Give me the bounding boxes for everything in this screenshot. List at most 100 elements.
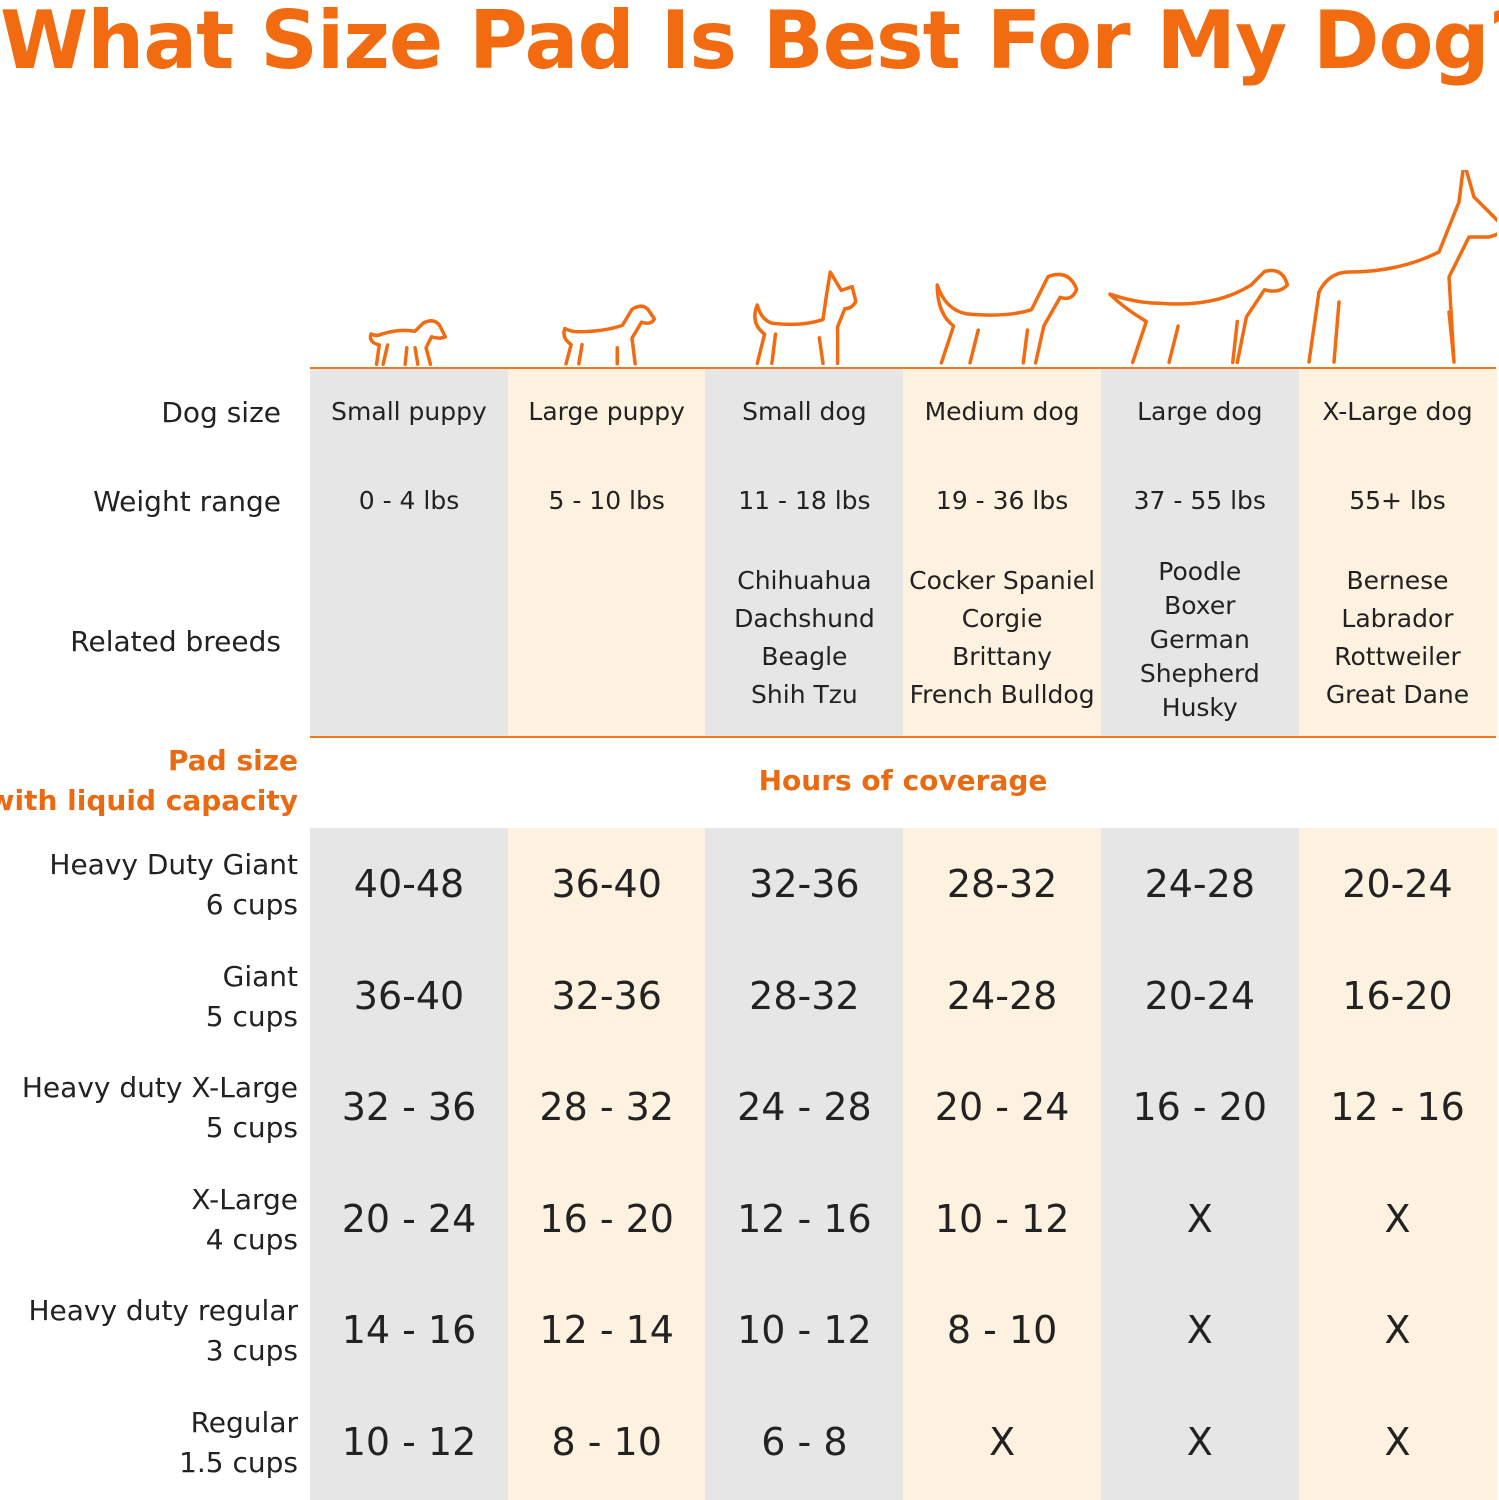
large-dog-icon: [1101, 170, 1299, 370]
coverage-hours-cell: 24 - 28: [737, 1085, 872, 1129]
large-puppy-icon: [561, 304, 656, 366]
large-dog-icon: [1107, 268, 1289, 365]
coverage-hours-cell: 32-36: [749, 862, 860, 906]
breed-item: Beagle: [761, 642, 848, 671]
pad-name: Heavy duty X-Large: [21, 1071, 298, 1104]
weight-cell: 37 - 55 lbs: [1133, 486, 1266, 515]
weight-cell: 55+ lbs: [1349, 486, 1446, 515]
breed-item: Labrador: [1341, 604, 1454, 633]
coverage-hours-cell: 10 - 12: [341, 1419, 477, 1464]
weight-cell: 0 - 4 lbs: [358, 486, 460, 515]
breed-item: Husky: [1161, 693, 1238, 722]
small-puppy-icon: [310, 170, 508, 370]
coverage-hours-cell: 28 - 32: [539, 1085, 674, 1129]
coverage-hours-cell: 8 - 10: [946, 1308, 1058, 1352]
coverage-hours-cell: X: [1384, 1308, 1411, 1352]
coverage-hours-cell: X: [1186, 1419, 1213, 1464]
xlarge-dog-icon: [1299, 160, 1499, 370]
pad-name: Giant: [222, 959, 298, 993]
column-background: [1100, 369, 1299, 736]
weight-cell: 11 - 18 lbs: [738, 486, 871, 515]
coverage-hours-cell: 12 - 14: [539, 1308, 674, 1352]
divider-top: [310, 367, 1496, 369]
breed-item: Corgie: [961, 604, 1043, 633]
weight-cell: 19 - 36 lbs: [935, 486, 1069, 515]
breed-item: Boxer: [1164, 591, 1236, 620]
row-label-dog-size: Dog size: [161, 396, 281, 429]
pad-size-header: Pad size: [167, 744, 298, 777]
column-background: [1298, 369, 1497, 736]
coverage-hours-cell: 24-28: [946, 973, 1058, 1018]
coverage-hours-cell: 14 - 16: [341, 1308, 477, 1352]
pad-capacity: 1.5 cups: [179, 1445, 298, 1479]
column-background: [310, 828, 508, 1500]
small-puppy-icon: [368, 319, 448, 367]
coverage-hours-cell: 32 - 36: [341, 1085, 477, 1129]
pad-capacity: 4 cups: [205, 1222, 298, 1256]
pad-name: Heavy Duty Giant: [49, 848, 298, 881]
coverage-hours-cell: 10 - 12: [934, 1196, 1070, 1241]
coverage-hours-cell: X: [989, 1419, 1016, 1464]
coverage-hours-cell: 16 - 20: [1132, 1085, 1268, 1129]
page-title: What Size Pad Is Best For My Dog?: [0, 0, 1499, 87]
dog-size-cell: Large dog: [1137, 397, 1263, 426]
coverage-hours-cell: 20 - 24: [341, 1196, 477, 1241]
coverage-hours-cell: 6 - 8: [761, 1419, 848, 1464]
coverage-hours-cell: 8 - 10: [551, 1419, 662, 1464]
dog-size-cell: Medium dog: [924, 397, 1080, 426]
medium-dog-icon: [935, 272, 1079, 365]
breed-item: Rottweiler: [1334, 642, 1461, 671]
coverage-hours-cell: 40-48: [353, 862, 465, 906]
coverage-hours-cell: 16 - 20: [539, 1196, 674, 1241]
dog-size-cell: Large puppy: [528, 397, 685, 426]
column-background: [903, 369, 1102, 736]
breed-item: French Bulldog: [909, 680, 1095, 709]
coverage-hours-cell: 12 - 16: [1330, 1085, 1465, 1129]
coverage-hours-cell: 36-40: [353, 973, 465, 1018]
coverage-hours-cell: 20-24: [1342, 862, 1453, 906]
breed-item: Brittany: [952, 642, 1053, 671]
pad-capacity: 5 cups: [205, 999, 298, 1033]
coverage-header: Hours of coverage: [758, 764, 1048, 797]
column-background: [507, 828, 706, 1500]
dog-size-cell: Small puppy: [331, 397, 487, 426]
dog-size-cell: X-Large dog: [1322, 397, 1473, 426]
pad-capacity: 5 cups: [205, 1111, 298, 1144]
pad-size-subheader: with liquid capacity: [0, 784, 298, 817]
pad-name: X-Large: [191, 1182, 298, 1216]
pad-capacity: 6 cups: [205, 888, 298, 921]
breed-item: German: [1149, 625, 1250, 654]
coverage-hours-cell: 20 - 24: [934, 1085, 1070, 1129]
breed-item: Shih Tzu: [751, 680, 858, 709]
coverage-hours-cell: X: [1186, 1308, 1213, 1352]
coverage-hours-cell: 32-36: [551, 973, 662, 1018]
column-background: [1100, 828, 1299, 1500]
pad-capacity: 3 cups: [205, 1334, 298, 1367]
coverage-hours-cell: 10 - 12: [737, 1308, 872, 1352]
coverage-hours-cell: X: [1186, 1196, 1213, 1241]
row-label-weight: Weight range: [93, 485, 281, 518]
coverage-hours-cell: 36-40: [551, 862, 662, 906]
column-background: [903, 828, 1102, 1500]
coverage-hours-cell: 24-28: [1144, 862, 1255, 906]
medium-dog-icon: [903, 170, 1101, 370]
pad-name: Regular: [190, 1405, 298, 1439]
breed-item: Chihuahua: [737, 566, 872, 595]
column-background: [310, 369, 508, 736]
column-background: [705, 369, 904, 736]
weight-cell: 5 - 10 lbs: [548, 486, 665, 515]
small-dog-icon: [753, 270, 858, 366]
column-background: [507, 369, 706, 736]
coverage-hours-cell: 28-32: [946, 862, 1058, 906]
coverage-hours-cell: 20-24: [1144, 973, 1255, 1018]
breed-item: Shepherd: [1139, 659, 1260, 688]
column-background: [1298, 828, 1497, 1500]
coverage-hours-cell: X: [1384, 1196, 1411, 1241]
breed-item: Cocker Spaniel: [909, 566, 1096, 595]
coverage-hours-cell: X: [1384, 1419, 1411, 1464]
breed-item: Poodle: [1158, 557, 1242, 586]
dog-size-cell: Small dog: [742, 397, 867, 426]
large-puppy-icon: [508, 170, 706, 370]
breed-item: Great Dane: [1325, 680, 1470, 709]
